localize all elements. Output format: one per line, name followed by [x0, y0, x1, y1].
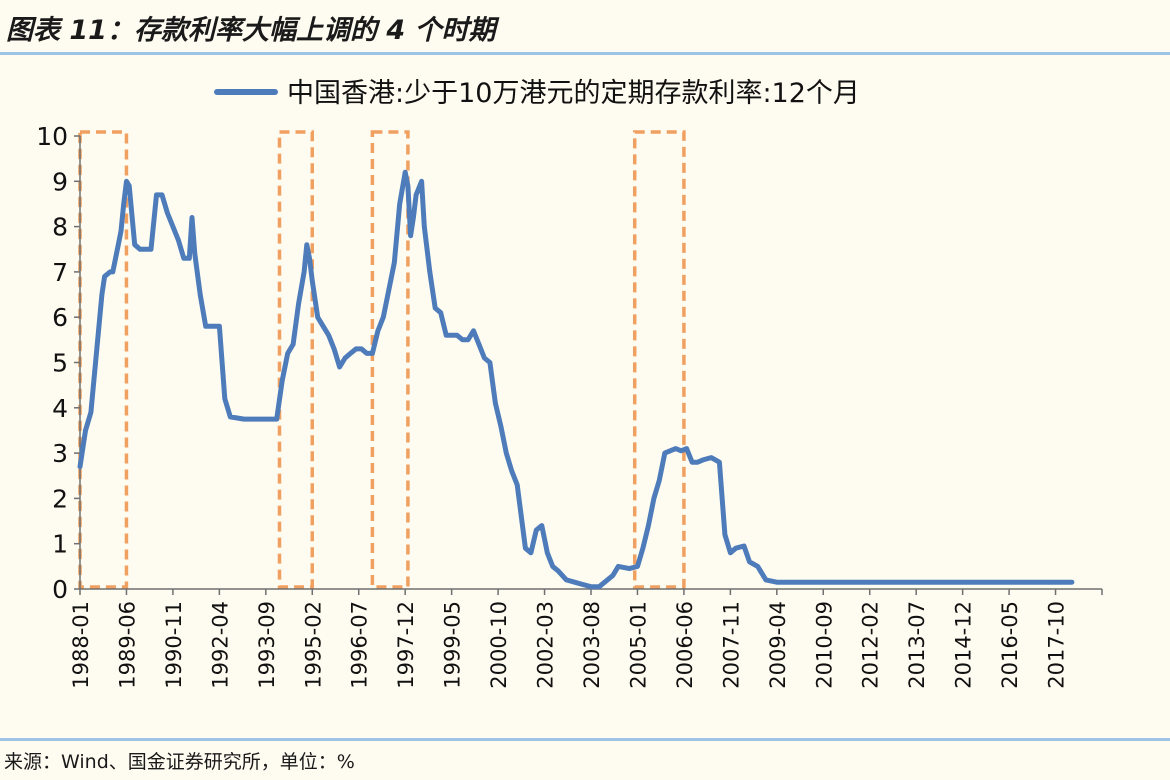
x-tick-label: 2002-03	[534, 601, 558, 689]
x-tick-label: 2000-10	[487, 601, 511, 689]
x-tick-label: 1996-07	[348, 601, 372, 689]
x-tick-label: 2007-11	[719, 601, 743, 689]
x-tick-label: 1999-05	[441, 601, 465, 689]
x-tick-label: 2006-06	[673, 601, 697, 689]
legend: 中国香港:少于10万港元的定期存款利率:12个月	[214, 78, 860, 109]
highlight-period-3	[370, 130, 410, 589]
legend-label: 中国香港:少于10万港元的定期存款利率:12个月	[287, 78, 860, 109]
y-tick-label: 0	[52, 575, 68, 604]
x-tick-label: 1995-02	[301, 601, 325, 689]
source-note: 来源：Wind、国金证券研究所，单位：%	[4, 751, 355, 773]
y-tick-label: 4	[52, 394, 68, 423]
x-tick-label: 2014-12	[952, 601, 976, 689]
x-tick-label: 1993-09	[255, 601, 279, 689]
top-rule	[0, 52, 1170, 55]
y-tick-label: 3	[52, 439, 68, 468]
x-tick-label: 1992-04	[208, 601, 232, 689]
chart: 中国香港:少于10万港元的定期存款利率:12个月 0 1 2 3 4 5 6 7 8 9 10 19…	[36, 78, 1103, 689]
x-tick-label: 1997-12	[394, 601, 418, 689]
x-tick-label: 2003-08	[580, 601, 604, 689]
y-tick-label: 7	[52, 258, 68, 287]
y-tick-label: 10	[36, 122, 68, 151]
y-axis: 0 1 2 3 4 5 6 7 8 9 10	[36, 122, 81, 604]
highlight-periods	[78, 130, 686, 589]
x-tick-label: 2016-05	[998, 601, 1022, 689]
y-tick-label: 1	[52, 530, 68, 559]
x-tick-label: 2012-02	[859, 601, 883, 689]
x-tick-label: 2009-04	[766, 601, 790, 689]
highlight-period-1	[78, 130, 129, 589]
x-tick-label: 2013-07	[905, 601, 929, 689]
x-axis: 1988-01 1989-06 1990-11 1992-04 1993-09 1995-…	[69, 588, 1103, 689]
y-tick-label: 8	[52, 213, 68, 242]
x-tick-label: 1989-06	[115, 601, 139, 689]
y-tick-label: 5	[52, 349, 68, 378]
x-tick-label: 1988-01	[69, 601, 93, 689]
bottom-rule	[0, 738, 1170, 741]
x-tick-label: 2010-09	[812, 601, 836, 689]
page-title: 图表 11：存款利率大幅上调的 4 个时期	[6, 15, 496, 46]
series-line	[77, 169, 1075, 590]
highlight-period-2	[277, 130, 315, 589]
x-tick-label: 2017-10	[1045, 601, 1069, 689]
y-tick-label: 6	[52, 303, 68, 332]
x-tick-label: 1990-11	[162, 601, 186, 689]
highlight-period-4	[632, 130, 686, 589]
y-tick-label: 2	[52, 484, 68, 513]
x-tick-label: 2005-01	[626, 601, 650, 689]
y-tick-label: 9	[52, 167, 68, 196]
